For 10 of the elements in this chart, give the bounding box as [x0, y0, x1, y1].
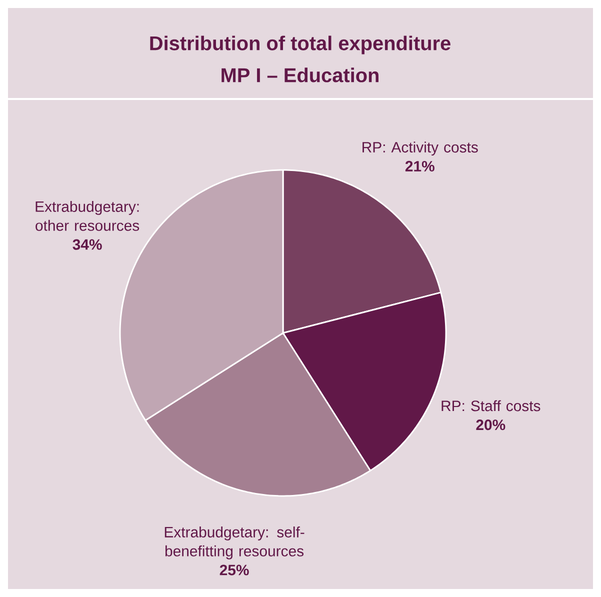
data-label: 25% — [220, 564, 249, 576]
chart-subtitle: MP I – Education — [222, 68, 378, 82]
slice-label: RP: Activity costs — [362, 142, 478, 156]
slice-label: Extrabudgetary: other resources — [36, 200, 140, 231]
chart-title: Distribution of total expenditure — [150, 36, 450, 54]
data-label: 21% — [405, 160, 434, 172]
data-label: 34% — [72, 239, 102, 250]
data-label: 20% — [476, 420, 506, 430]
slice-label: RP: Staff costs — [442, 400, 540, 412]
slice-label: Extrabudgetary: self-benefitting resources — [164, 526, 304, 560]
